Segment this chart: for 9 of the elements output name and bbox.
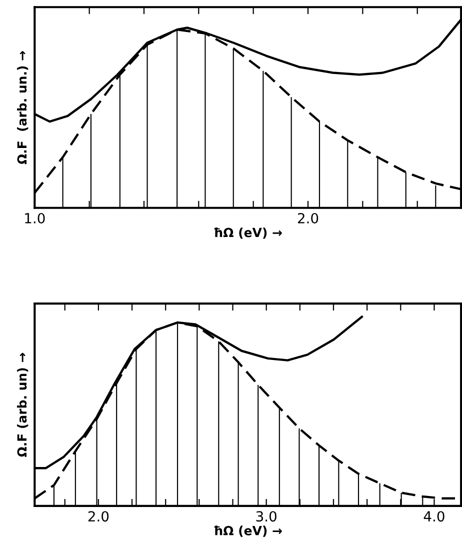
x-tick-label: 2.0 (88, 511, 109, 522)
x-axis-title: ħΩ (eV) → (214, 526, 282, 537)
x-tick-label: 1.0 (25, 212, 45, 224)
x-tick-label: 3.0 (256, 511, 276, 522)
y-axis-title: Ω.F (arb. un.) → (16, 51, 28, 164)
x-tick-label: 2.0 (298, 212, 318, 224)
x-axis-title: ħΩ (eV) → (214, 228, 282, 239)
x-tick-label: 4.0 (424, 511, 444, 522)
y-axis-title: Ω.F (arb. un) → (16, 352, 28, 457)
